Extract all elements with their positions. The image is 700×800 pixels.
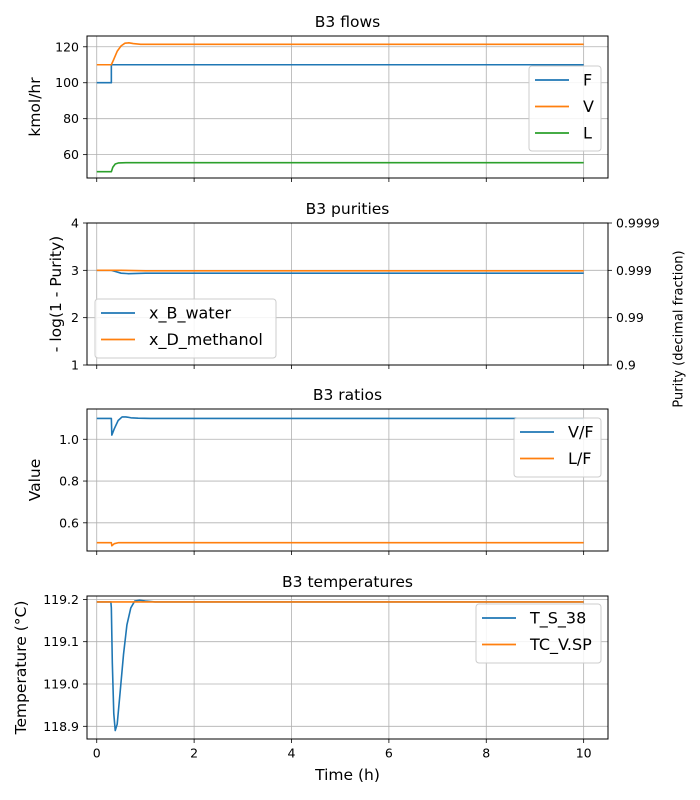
y-axis-label: Temperature (°C) — [12, 601, 30, 736]
x-tick-label: 0 — [93, 746, 101, 761]
y-tick-label: 119.2 — [43, 592, 79, 607]
legend-label: L/F — [568, 449, 592, 468]
series-group — [96, 599, 584, 732]
y-right-tick-label: 0.999 — [616, 263, 652, 278]
gridlines — [87, 409, 608, 551]
legend-label: TC_V.SP — [529, 635, 592, 655]
x-tick-label: 6 — [385, 746, 393, 761]
legend-label: F — [583, 71, 592, 90]
legend-label: T_S_38 — [529, 609, 586, 629]
y-right-tick-label: 0.9 — [616, 358, 636, 373]
series-group — [96, 416, 584, 547]
y-axis-label-right: Purity (decimal fraction) — [672, 250, 687, 407]
y-tick-label: 80 — [63, 111, 79, 126]
series-group — [96, 42, 584, 173]
panel-1: 60 80 100 120 B3 flows kmol/hr FVL — [26, 13, 609, 182]
axes-frame — [86, 408, 609, 552]
x-tick-label: 10 — [576, 746, 592, 761]
x-tick-label: 2 — [190, 746, 198, 761]
panel-2: 1 2 3 4 0.9 0.99 0.999 0.9999 Purity (decimal fr… — [47, 200, 687, 408]
y-tick-label: 1 — [71, 358, 79, 373]
y-axis-label: - log(1 - Purity) — [47, 236, 65, 352]
legend-frame — [94, 298, 277, 359]
y-tick-label: 0.6 — [59, 515, 79, 530]
series-line-f — [96, 63, 584, 84]
y-right-tick-label: 0.9999 — [616, 216, 660, 231]
legend: FVL — [528, 65, 602, 152]
y-tick-label: 4 — [71, 216, 79, 231]
y-tick-label: 0.8 — [59, 474, 79, 489]
series-line-l — [96, 161, 584, 173]
panel-title: B3 flows — [315, 13, 380, 31]
panel-title: B3 ratios — [313, 386, 382, 404]
legend-label: x_B_water — [149, 304, 231, 324]
y-tick-label: 2 — [71, 310, 79, 325]
gridlines — [87, 596, 608, 739]
series-line-v — [96, 42, 584, 66]
series-line-v-f — [96, 416, 584, 436]
y-right-tick-label: 0.99 — [616, 310, 644, 325]
y-tick-label: 3 — [71, 263, 79, 278]
series-line-t-s-38 — [96, 599, 584, 732]
x-axis-label: Time (h) — [314, 766, 380, 784]
y-axis-label: Value — [26, 459, 44, 502]
legend-label: V — [583, 97, 594, 116]
y-tick-label: 119.1 — [43, 634, 79, 649]
legend: x_B_water x_D_methanol — [94, 298, 277, 359]
axes-frame — [86, 35, 609, 179]
y-tick-label: 119.0 — [43, 677, 79, 692]
legend-frame — [528, 65, 602, 152]
y-tick-label: 60 — [63, 147, 79, 162]
legend-label: L — [583, 124, 592, 143]
legend-label: V/F — [568, 423, 594, 442]
y-tick-label: 120 — [55, 39, 79, 54]
panel-4: 118.9 119.0 119.1 119.2 0 2 4 6 8 10 Time (h) B3 te… — [12, 573, 609, 784]
y-tick-label: 118.9 — [43, 719, 79, 734]
series-line-l-f — [96, 541, 584, 547]
y-axis-label: kmol/hr — [26, 77, 44, 137]
y-tick-label: 1.0 — [59, 432, 79, 447]
y-tick-label: 100 — [55, 75, 79, 90]
axes-frame — [86, 222, 609, 366]
axes-frame — [86, 595, 609, 740]
x-tick-label: 4 — [288, 746, 296, 761]
panel-title: B3 purities — [306, 200, 390, 218]
legend: T_S_38 TC_V.SP — [475, 603, 602, 664]
panel-title: B3 temperatures — [282, 573, 413, 591]
legend: V/F L/F — [513, 417, 602, 478]
panel-3: 0.6 0.8 1.0 B3 ratios Value V/F L/F — [26, 386, 609, 555]
x-tick-label: 8 — [482, 746, 490, 761]
series-group — [96, 269, 584, 275]
legend-label: x_D_methanol — [149, 330, 263, 350]
